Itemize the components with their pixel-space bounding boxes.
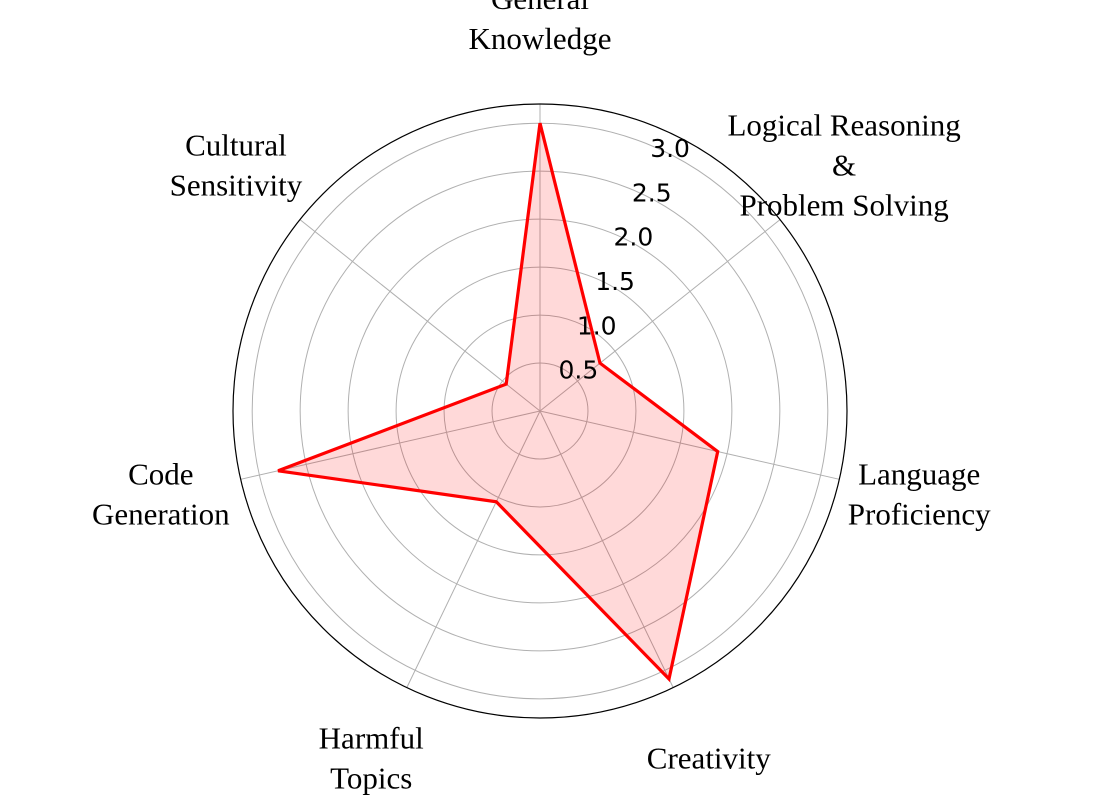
r-tick-label: 1.0 <box>577 311 617 340</box>
axis-label-group: Logical Reasoning & Problem Solving <box>727 108 960 223</box>
axis-label: Proficiency <box>848 497 991 532</box>
r-tick-label: 2.0 <box>614 223 654 252</box>
r-tick-label: 1.5 <box>595 267 635 296</box>
axis-label: Language <box>858 457 980 492</box>
axis-label: Generation <box>92 497 230 532</box>
axis-label-group: Harmful Topics <box>319 721 424 796</box>
spoke-line <box>299 219 541 412</box>
spoke-line <box>539 410 840 480</box>
axis-label: Cultural <box>185 128 287 163</box>
axis-label: Creativity <box>647 741 771 776</box>
axis-label: & <box>832 148 856 183</box>
axis-label: Topics <box>330 761 412 796</box>
spoke-line <box>539 219 781 412</box>
grid-layer <box>232 103 848 719</box>
r-tick-label: 3.0 <box>650 134 690 163</box>
axis-label: Knowledge <box>469 21 612 56</box>
axis-label-group: Creativity <box>647 741 771 776</box>
axis-label: Code <box>128 457 193 492</box>
r-tick-label: 0.5 <box>559 356 599 385</box>
outer-ring <box>232 103 848 719</box>
r-tick-label: 2.5 <box>632 178 672 207</box>
axis-labels: General Knowledge Logical Reasoning & Proble… <box>92 0 991 796</box>
spoke-line <box>539 410 674 688</box>
series-polygon <box>277 122 720 683</box>
axis-label-group: Cultural Sensitivity <box>170 128 303 203</box>
axis-label: General <box>491 0 589 16</box>
axis-label: Sensitivity <box>170 168 303 203</box>
r-tick-labels: 0.5 1.0 1.5 2.0 2.5 3.0 <box>559 134 690 385</box>
spoke-line <box>406 410 541 688</box>
axis-label: Logical Reasoning <box>727 108 960 143</box>
axis-label: Problem Solving <box>739 188 948 223</box>
axis-label-group: General Knowledge <box>469 0 612 56</box>
series-layer <box>277 122 720 683</box>
axis-label-group: Code Generation <box>92 457 230 532</box>
axis-label-group: Language Proficiency <box>848 457 991 532</box>
axis-label: Harmful <box>319 721 424 756</box>
spoke-line <box>240 410 541 480</box>
